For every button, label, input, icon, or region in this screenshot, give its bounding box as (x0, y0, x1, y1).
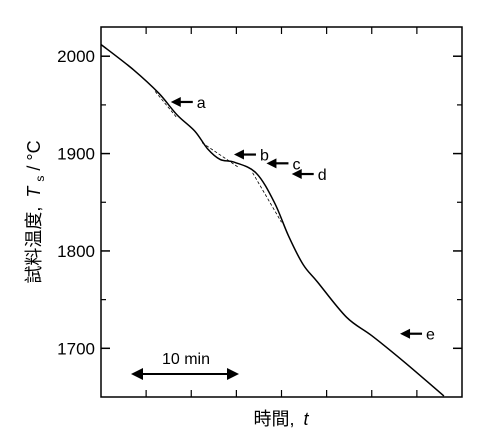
annotation-e: e (400, 327, 435, 344)
y-tick-label: 2000 (57, 47, 95, 66)
x-axis-label-text: 時間, (253, 409, 294, 429)
tangent-line (201, 142, 239, 168)
annotation-arrow-head (233, 149, 244, 160)
y-tick-label: 1800 (57, 242, 95, 261)
svg-text:試料温度, T s /: 試料温度, T s / °C (24, 140, 48, 283)
tangent-lines (154, 91, 282, 223)
annotation-d: d (291, 167, 327, 184)
annotation-label: a (197, 95, 206, 112)
tick-marks (101, 27, 462, 397)
tangent-line (154, 91, 178, 118)
y-axis-label-unit: / °C (24, 140, 44, 170)
temperature-curve (100, 43, 445, 397)
y-tick-label: 1700 (57, 339, 95, 358)
tangent-line (252, 172, 282, 223)
annotation-arrow-head (291, 169, 302, 180)
scale-bar-label: 10 min (162, 351, 210, 368)
y-tick-label: 1900 (57, 145, 95, 164)
y-axis-label-var: T (24, 185, 44, 198)
annotation-a: a (170, 95, 206, 112)
annotation-label: e (426, 327, 435, 344)
annotation-label: b (260, 148, 269, 165)
annotation-arrow-head (266, 158, 277, 169)
scale-bar-left-arrow (131, 368, 143, 380)
annotation-b: b (233, 148, 269, 165)
annotation-arrow-head (400, 328, 411, 339)
x-axis-label-var: t (304, 409, 310, 429)
y-tick-labels: 1700 1800 1900 2000 (57, 47, 95, 358)
annotation-label: c (292, 156, 300, 173)
y-axis-label: 試料温度, T s / °C (24, 140, 48, 283)
y-axis-label-sub: s (33, 176, 47, 182)
scale-bar: 10 min (131, 351, 239, 380)
annotations: a b c d e (170, 95, 435, 344)
plot-frame (100, 26, 463, 398)
series-group (100, 43, 445, 397)
scale-bar-right-arrow (227, 368, 239, 380)
x-axis-label: 時間, t (253, 409, 309, 429)
annotation-c: c (266, 156, 300, 173)
annotation-arrow-head (170, 96, 181, 107)
y-axis-label-text: 試料温度, (24, 207, 44, 284)
annotation-label: d (318, 167, 327, 184)
